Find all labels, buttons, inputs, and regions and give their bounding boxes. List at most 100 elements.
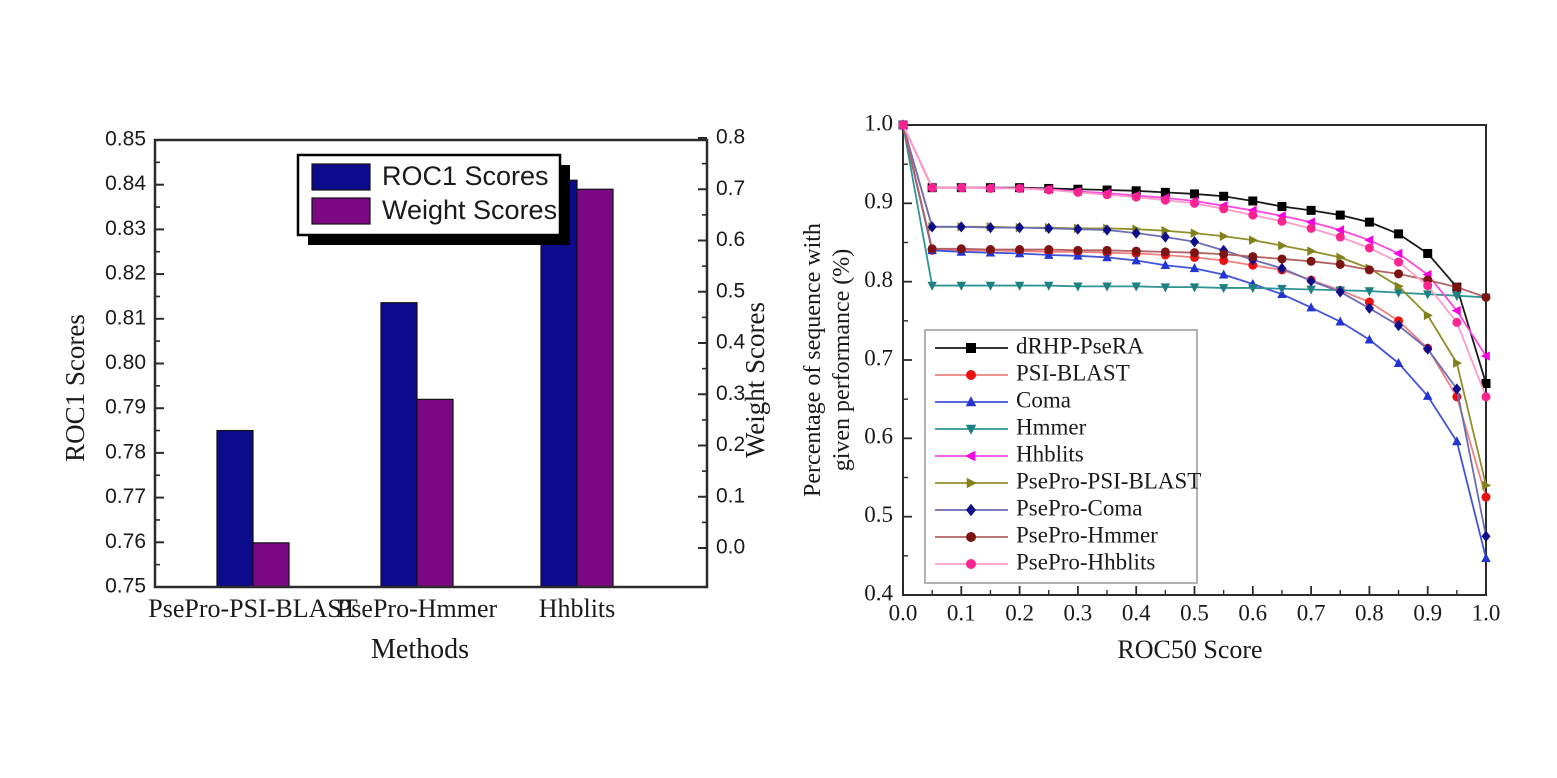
series-marker-PsePro-Coma — [1160, 231, 1170, 243]
series-marker-PsePro-Coma — [1015, 221, 1025, 234]
legend-marker-7 — [966, 532, 976, 542]
line-chart-ylabel-line2: given performance (%) — [829, 249, 855, 472]
x-axis-tick-label: 0.7 — [1297, 600, 1326, 625]
x-axis-tick-label: 0.8 — [1355, 600, 1384, 625]
series-marker-PsePro-Coma — [1131, 227, 1141, 239]
series-marker-Coma — [1160, 260, 1171, 270]
series-marker-PsePro-Hmmer — [1102, 245, 1112, 255]
series-marker-PsePro-Coma — [927, 221, 937, 233]
series-marker-Hmmer — [1044, 281, 1054, 291]
y-axis-tick-label: 0.9 — [864, 189, 893, 214]
series-marker-PsePro-PSI-BLAST — [1453, 358, 1463, 368]
series-marker-dRHP-PseRA — [1219, 191, 1229, 201]
left-axis-tick-label: 0.75 — [105, 575, 146, 598]
legend-marker-1 — [966, 370, 976, 380]
series-marker-Coma — [1218, 269, 1229, 279]
bar-roc1-1 — [380, 302, 418, 588]
series-marker-dRHP-PseRA — [1248, 196, 1258, 206]
legend-label-7: PsePro-Hmmer — [1016, 522, 1158, 547]
left-axis-tick-label: 0.80 — [105, 351, 146, 374]
series-marker-PsePro-Hhblits — [1364, 243, 1374, 253]
legend-marker-2 — [965, 396, 977, 407]
x-axis-tick-label: 0.2 — [1005, 600, 1034, 625]
legend-marker-4 — [965, 450, 976, 462]
series-marker-PsePro-PSI-BLAST — [1161, 226, 1171, 236]
series-marker-PsePro-Hhblits — [1394, 257, 1404, 267]
series-marker-PsePro-Hmmer — [1015, 245, 1025, 255]
series-marker-PsePro-Coma — [1102, 224, 1112, 236]
left-axis-tick-label: 0.84 — [105, 172, 146, 195]
left-axis-tick-label: 0.81 — [105, 306, 146, 329]
bar-weight-1 — [416, 398, 454, 588]
x-axis-tick-label: 0.0 — [889, 600, 918, 625]
legend-label-0: dRHP-PseRA — [1016, 333, 1144, 358]
series-marker-dRHP-PseRA — [1481, 379, 1491, 388]
legend-marker-6 — [966, 503, 976, 517]
series-marker-PsePro-Hhblits — [1131, 192, 1141, 202]
y-axis-tick-label: 0.4 — [864, 580, 893, 605]
legend-label-2: Coma — [1016, 387, 1071, 412]
y-axis-tick-label: 0.8 — [864, 267, 893, 292]
series-marker-Hhblits — [1480, 351, 1490, 361]
series-marker-PsePro-Coma — [985, 221, 995, 234]
legend-swatch-1 — [311, 197, 371, 225]
series-marker-PsePro-Coma — [1073, 223, 1083, 235]
series-marker-PSI-BLAST — [1364, 297, 1374, 307]
right-axis-tick-label: 0.1 — [716, 484, 745, 507]
left-axis-tick-label: 0.77 — [105, 485, 146, 508]
series-marker-Coma — [1102, 252, 1112, 262]
bar-weight-2 — [576, 188, 614, 588]
bar-roc1-0 — [216, 429, 254, 588]
series-marker-Hmmer — [1189, 283, 1200, 293]
x-axis-tick-label: 0.4 — [1122, 600, 1151, 625]
series-marker-Hmmer — [1422, 290, 1433, 300]
series-marker-Hhblits — [1364, 235, 1374, 245]
legend-marker-3 — [965, 424, 977, 435]
series-marker-PsePro-PSI-BLAST — [1307, 246, 1317, 256]
series-marker-PsePro-Coma — [1277, 262, 1287, 274]
series-marker-PsePro-PSI-BLAST — [1190, 228, 1200, 238]
series-marker-PsePro-Hhblits — [1277, 216, 1287, 226]
bar-chart-ylabel-right: Weight Scores — [740, 302, 770, 458]
x-axis-tick-label: 1.0 — [1472, 600, 1501, 625]
series-marker-PsePro-Hhblits — [956, 183, 966, 193]
series-marker-PsePro-PSI-BLAST — [1482, 480, 1492, 491]
series-marker-Hhblits — [1451, 305, 1461, 316]
series-marker-PsePro-Coma — [1364, 302, 1374, 314]
series-marker-PsePro-Hhblits — [1248, 210, 1258, 220]
series-marker-PsePro-Hmmer — [1335, 259, 1345, 269]
series-marker-PsePro-Hmmer — [1160, 247, 1170, 257]
series-marker-dRHP-PseRA — [1364, 217, 1374, 227]
series-marker-PsePro-Hhblits — [1423, 281, 1433, 291]
series-marker-Hmmer — [1073, 282, 1083, 292]
series-marker-Hmmer — [1306, 285, 1316, 295]
series-marker-PsePro-PSI-BLAST — [1278, 240, 1288, 251]
series-marker-PsePro-Hhblits — [1015, 183, 1025, 193]
right-axis-tick-label: 0.2 — [716, 433, 745, 456]
category-label: Hhblits — [539, 594, 616, 623]
series-marker-PsePro-Coma — [1394, 319, 1404, 332]
right-axis-tick-label: 0.4 — [716, 331, 746, 354]
series-marker-PsePro-Hhblits — [1452, 317, 1462, 327]
series-marker-Hmmer — [1102, 282, 1112, 292]
series-marker-Hmmer — [1014, 281, 1025, 291]
y-axis-tick-label: 0.5 — [864, 502, 893, 527]
series-marker-PsePro-Hmmer — [1044, 245, 1054, 255]
series-marker-Coma — [1452, 436, 1462, 446]
series-marker-PsePro-Coma — [1306, 275, 1316, 287]
series-marker-dRHP-PseRA — [1335, 210, 1345, 220]
line-chart-xlabel: ROC50 Score — [1117, 635, 1262, 664]
series-marker-dRHP-PseRA — [1306, 205, 1316, 215]
series-marker-PsePro-Hhblits — [927, 183, 937, 193]
series-marker-PsePro-PSI-BLAST — [1219, 231, 1229, 241]
series-marker-dRHP-PseRA — [1131, 186, 1141, 196]
legend-label-1: Weight Scores — [382, 195, 557, 225]
y-axis-tick-label: 0.6 — [864, 424, 893, 449]
series-marker-Coma — [1306, 302, 1316, 312]
legend-label-3: Hmmer — [1016, 414, 1087, 439]
left-axis-tick-label: 0.78 — [105, 440, 146, 463]
series-marker-PsePro-Coma — [1044, 222, 1054, 235]
right-axis-tick-label: 0.3 — [716, 382, 745, 405]
bar-chart: 0.75 0.76 0.77 0.78 0.79 0.80 0.81 0.82 0.83 0.84… — [105, 126, 745, 623]
